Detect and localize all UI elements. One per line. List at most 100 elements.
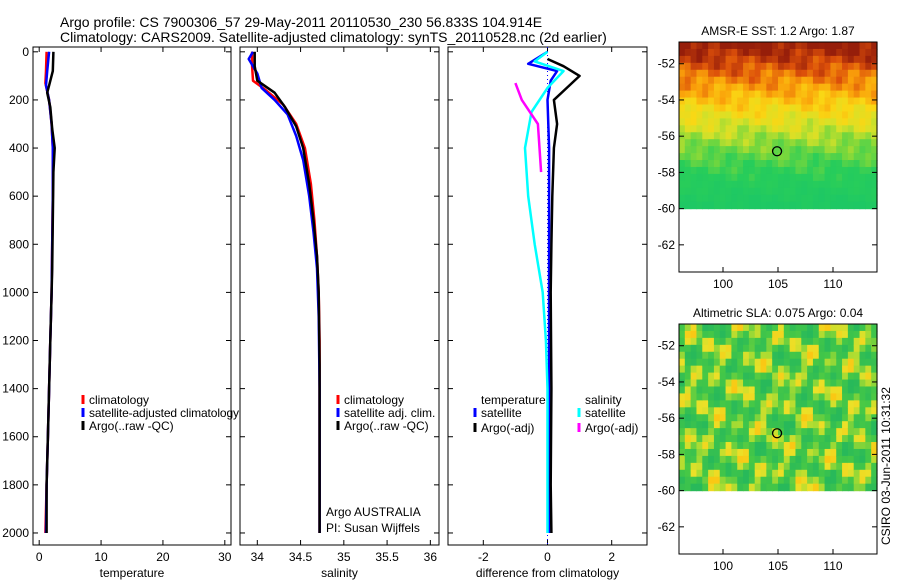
sla-map-cell [847, 469, 855, 478]
sla-map-cell [859, 358, 866, 367]
sst-map-cell [766, 97, 773, 106]
sst-map-cell [871, 55, 878, 64]
sla-map-cell [743, 400, 750, 408]
difference-series-temperature-argo-adj [546, 57, 581, 534]
sla-map-cell [853, 393, 861, 401]
depth-tick-label: 800 [9, 237, 29, 251]
sst-map-cell [708, 194, 715, 203]
sla-map-cell [847, 442, 855, 450]
salinity-axes-box [239, 46, 440, 546]
sst-map-cell [731, 173, 738, 182]
sst-map-cell [801, 62, 808, 71]
sst-map-cell [818, 160, 826, 168]
sst-map-cell [836, 97, 843, 106]
sla-map-cell [824, 428, 832, 436]
sla-map-cell [748, 414, 756, 422]
sst-map-cell [783, 132, 791, 140]
sst-map-cell [801, 76, 808, 85]
sla-map-cell [748, 455, 756, 464]
sla-map-cell [766, 393, 773, 401]
sst-map-cell [853, 48, 861, 57]
sst-map-cell [801, 48, 808, 57]
sla-map-cell [725, 442, 733, 450]
sst-map-cell [743, 69, 750, 78]
sst-map-cell [789, 111, 797, 119]
sst-map-cell [731, 104, 738, 113]
sst-map-cell [853, 146, 861, 154]
sla-map-cell [719, 428, 727, 436]
sst-map-cell [690, 132, 698, 140]
sst-map-cell [778, 42, 785, 50]
sla-map-cell [842, 379, 849, 388]
sst-map-cell [766, 201, 773, 210]
sla-map-cell [824, 372, 832, 381]
sla-map-cell [859, 324, 866, 332]
sst-map-cell [754, 125, 762, 133]
sla-map-cell [719, 365, 727, 374]
sst-map-cell [859, 201, 866, 210]
sst-map-cell [778, 173, 785, 182]
sla-map-cell [807, 330, 814, 339]
sst-map-cell [865, 180, 872, 189]
sla-map-cell [830, 428, 837, 436]
sst-map-cell [737, 125, 744, 133]
sst-map-cell [853, 76, 861, 85]
sla-map-cell [836, 324, 843, 332]
sst-map-cell [871, 139, 878, 147]
sla-map-cell [713, 386, 721, 395]
sst-map-cell [807, 118, 814, 126]
sla-map-cell [812, 407, 820, 415]
sst-map-cell [836, 201, 843, 210]
sst-map-cell [778, 139, 785, 147]
sla-map-cell [824, 483, 832, 492]
sst-map-cell [743, 194, 750, 203]
sla-map-cell [690, 435, 698, 443]
sst-map-cell [760, 187, 767, 196]
sst-map-cell [708, 55, 715, 64]
sla-map-cell [853, 400, 861, 408]
sla-map-cell [702, 393, 709, 401]
sla-map-cell [847, 330, 855, 339]
diff-legend-label-salinity-satellite: satellite [585, 406, 626, 420]
sla-map-cell [818, 393, 826, 401]
sst-map-cell [743, 118, 750, 126]
sst-map-cell [772, 42, 779, 50]
sst-map-cell [713, 194, 721, 203]
sst-map-cell [801, 42, 808, 50]
sst-map-cell [859, 194, 866, 203]
sst-map-cell [696, 132, 703, 140]
sla-map-cell [853, 358, 861, 367]
sla-map-cell [859, 421, 866, 429]
sla-map-cell [865, 421, 872, 429]
sla-map-cell [801, 476, 808, 485]
sla-map-cell [696, 469, 703, 478]
sst-map-cell [725, 83, 733, 92]
sla-map-cell [795, 393, 802, 401]
sla-map-cell [731, 351, 738, 360]
sla-map-cell [859, 393, 866, 401]
sla-map-cell [812, 469, 820, 478]
sla-map-cell [783, 455, 791, 464]
sla-map-cell [853, 455, 861, 464]
sst-map-cell [847, 180, 855, 189]
sla-map-cell [778, 435, 785, 443]
sla-map-ytick-label: -58 [658, 447, 676, 461]
sla-map-cell [795, 435, 802, 443]
sla-map-cell [871, 448, 878, 457]
sla-map-cell [859, 365, 866, 374]
sla-map-cell [865, 365, 872, 374]
sla-map-cell [801, 324, 808, 332]
sla-map-cell [679, 435, 686, 443]
depth-tick-label: 2000 [2, 526, 29, 540]
sst-map-cell [783, 194, 791, 203]
sst-map-cell [853, 42, 861, 50]
sla-map-cell [766, 435, 773, 443]
sst-map-cell [743, 90, 750, 99]
sst-map-cell [696, 42, 703, 50]
salinity-series-climatology [250, 51, 321, 533]
sla-map-cell [865, 483, 872, 492]
sst-map-cell [708, 187, 715, 196]
sla-map-cell [708, 435, 715, 443]
sst-map-cell [713, 153, 721, 161]
sst-map-cell [795, 111, 802, 119]
